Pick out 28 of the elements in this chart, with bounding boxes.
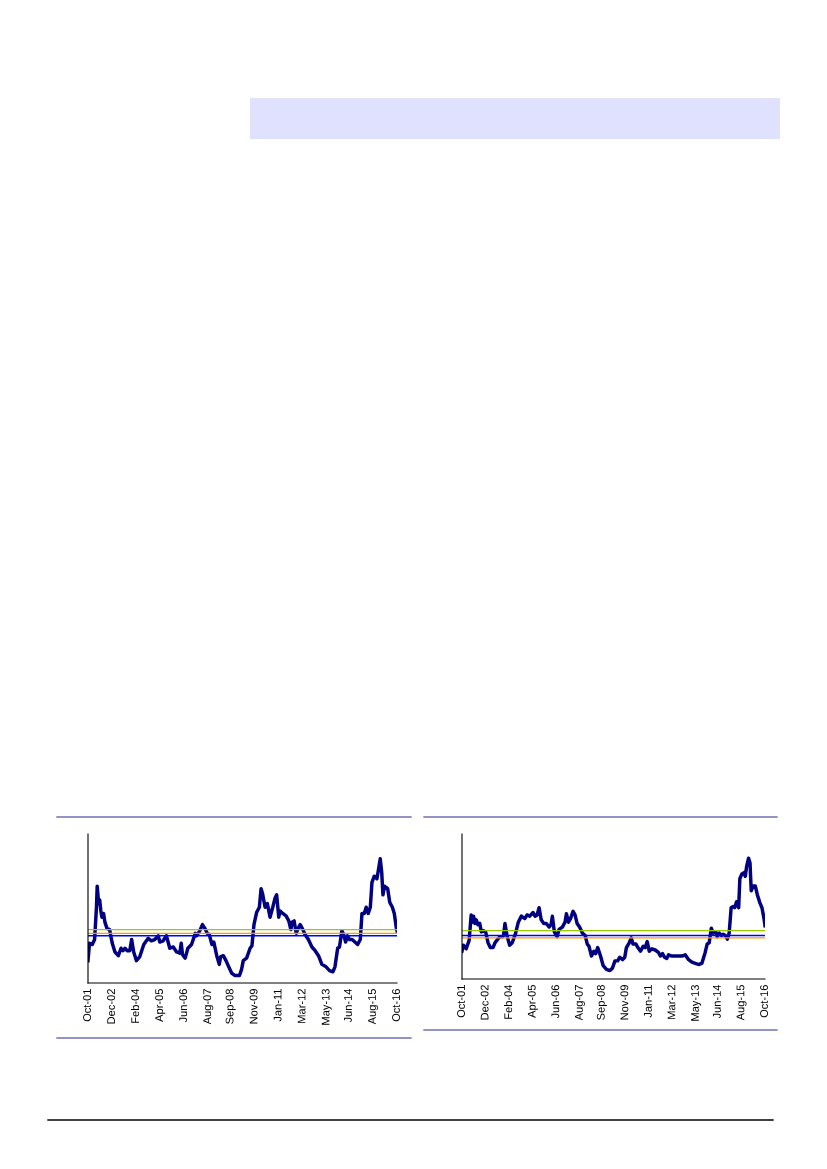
- x-tick-label: Jun-14: [344, 988, 352, 1023]
- x-tick-label: Jun-14: [713, 984, 721, 1019]
- x-tick-label: Oct-16: [760, 985, 768, 1018]
- x-tick-label: May-13: [691, 985, 702, 1021]
- x-tick-label: Oct-01: [457, 985, 465, 1018]
- x-tick-label: Oct-01: [83, 989, 91, 1022]
- x-tick-label: Aug-07: [203, 989, 214, 1025]
- x-tick-label: Oct-16: [392, 989, 400, 1022]
- x-tick-label: Sep-08: [596, 985, 607, 1020]
- x-tick-label: Jun-06: [179, 989, 188, 1023]
- x-tick-label: Aug-07: [574, 985, 585, 1021]
- x-tick-label: Mar-12: [297, 989, 306, 1023]
- x-tick-label: Jun-06: [551, 985, 560, 1019]
- x-tick-label: Nov-09: [249, 989, 258, 1024]
- x-tick-label: Jan-11: [644, 985, 652, 1018]
- x-tick-label: Feb-04: [130, 988, 140, 1023]
- x-tick-label: Dec-02: [107, 989, 116, 1024]
- x-tick-label: Nov-09: [620, 985, 629, 1020]
- x-tick-label: Feb-04: [503, 984, 513, 1019]
- x-tick-label: Dec-02: [480, 985, 489, 1020]
- x-tick-label: Sep-08: [225, 989, 236, 1024]
- x-tick-label: Apr-05: [527, 985, 538, 1018]
- x-tick-label: Jan-11: [273, 989, 282, 1022]
- x-tick-label: May-13: [321, 989, 332, 1025]
- x-tick-label: Aug-15: [368, 989, 379, 1025]
- x-tick-label: Mar-12: [667, 985, 676, 1019]
- x-tick-label: Aug-15: [736, 985, 747, 1021]
- x-tick-label: Apr-05: [155, 989, 166, 1022]
